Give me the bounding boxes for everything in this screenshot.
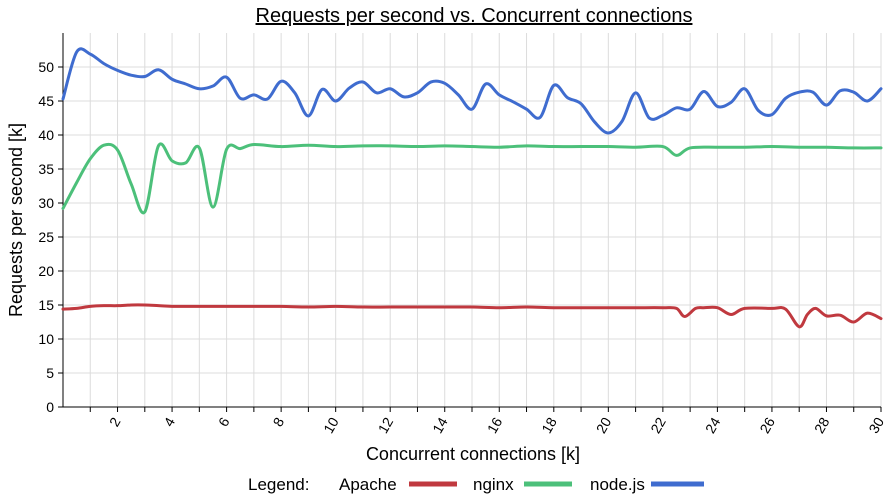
legend-label-apache: Apache	[339, 475, 397, 494]
x-tick-label: 2	[106, 414, 124, 429]
legend-label-nginx: nginx	[473, 475, 514, 494]
x-tick-label: 8	[269, 414, 287, 429]
x-tick-label: 26	[756, 414, 778, 436]
x-axis-label: Concurrent connections [k]	[366, 444, 580, 464]
x-tick-label: 28	[811, 414, 833, 436]
y-tick-label: 0	[46, 399, 54, 415]
y-tick-label: 30	[38, 195, 54, 211]
x-tick-label: 4	[160, 414, 178, 429]
series-line-apache	[61, 303, 883, 329]
x-tick-label: 12	[375, 414, 397, 436]
legend: Legend: Apache nginx node.js	[248, 475, 704, 494]
x-tick-label: 22	[647, 414, 669, 436]
x-tick-label: 18	[538, 414, 560, 436]
y-tick-label: 45	[38, 93, 54, 109]
series-line-node-js	[61, 47, 883, 135]
chart-title: Requests per second vs. Concurrent conne…	[256, 5, 693, 27]
x-tick-label: 16	[484, 414, 506, 436]
y-tick-label: 20	[38, 263, 54, 279]
y-tick-label: 15	[38, 297, 54, 313]
x-tick-label: 10	[320, 414, 342, 436]
x-tick-label: 30	[865, 414, 887, 436]
y-tick-label: 35	[38, 161, 54, 177]
y-axis-label: Requests per second [k]	[6, 123, 26, 317]
grid	[63, 33, 882, 407]
x-tick-label: 14	[429, 414, 451, 436]
x-tick-label: 24	[702, 414, 724, 436]
y-tick-label: 10	[38, 331, 54, 347]
y-tick-label: 5	[46, 365, 54, 381]
series-line-nginx	[61, 142, 883, 215]
y-tick-label: 40	[38, 127, 54, 143]
x-tick-label: 6	[215, 414, 233, 429]
x-tick-label: 20	[593, 414, 615, 436]
legend-title: Legend:	[248, 475, 309, 494]
y-tick-label: 25	[38, 229, 54, 245]
series-group	[61, 47, 883, 329]
legend-label-node-js: node.js	[590, 475, 645, 494]
y-tick-label: 50	[38, 59, 54, 75]
